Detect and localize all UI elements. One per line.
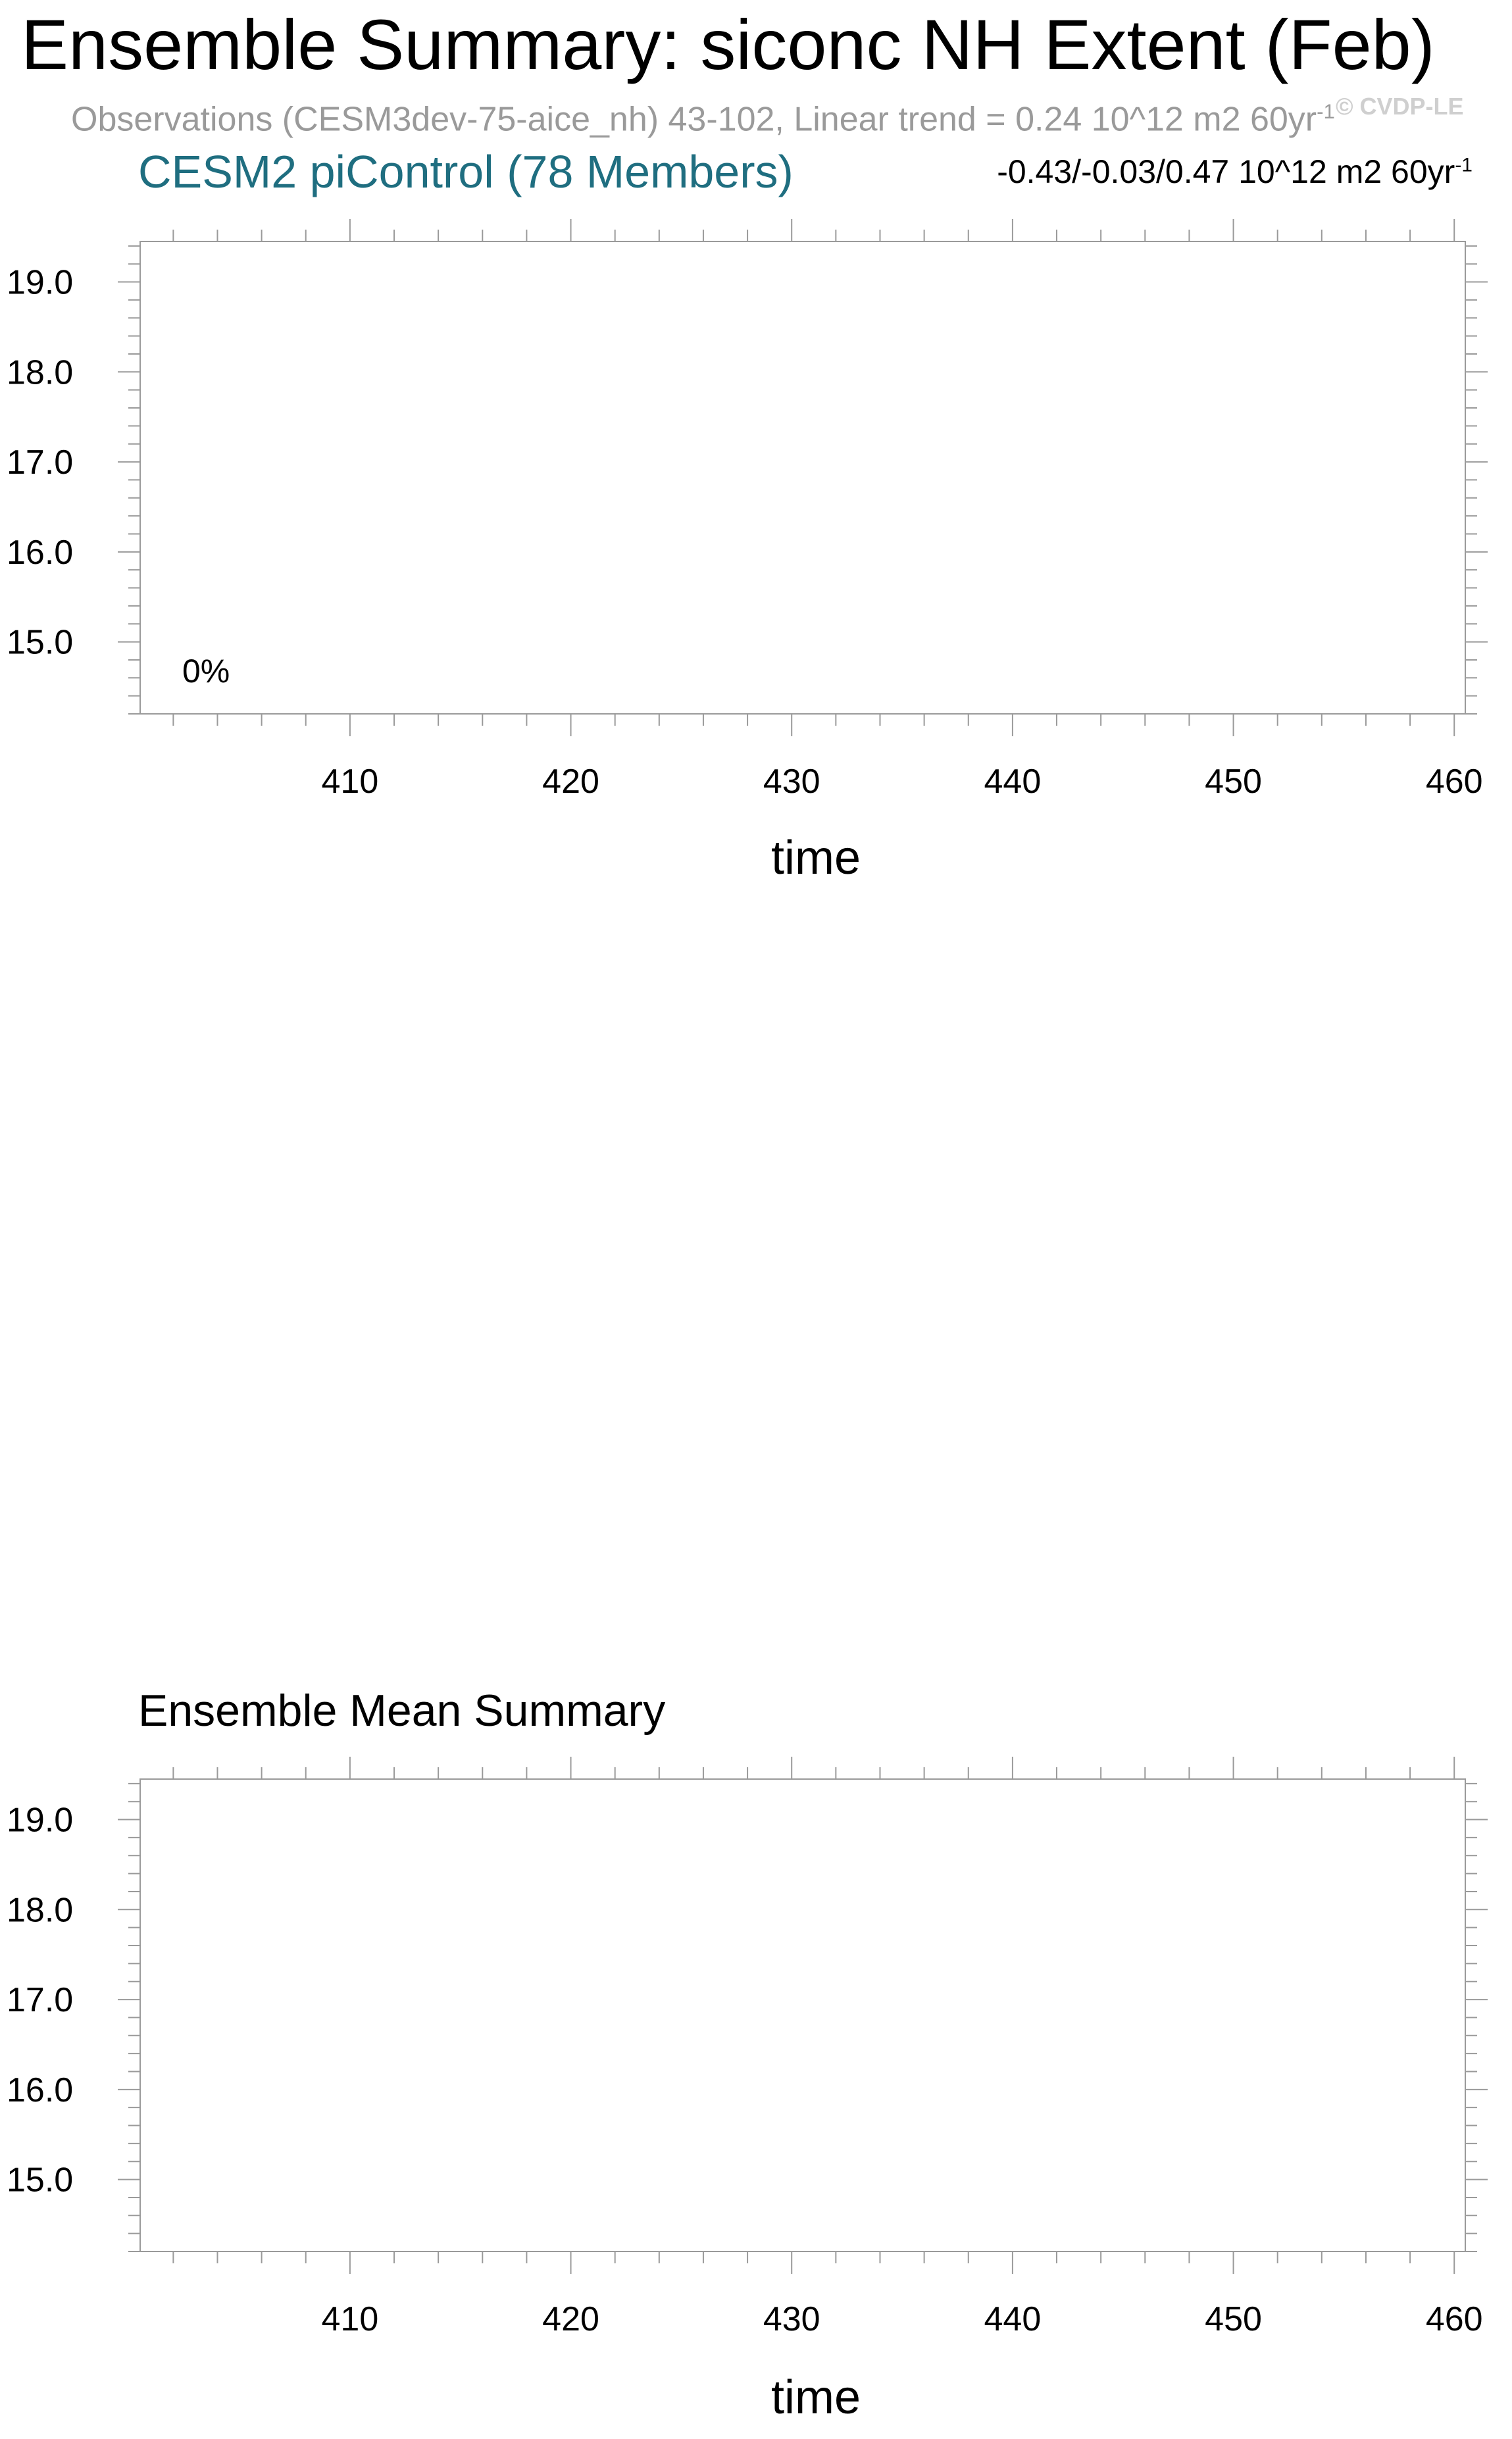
- x-tick-label: 440: [984, 2300, 1042, 2338]
- trend-stats-superscript: -1: [1455, 154, 1473, 176]
- x-axis-label: time: [771, 2371, 861, 2424]
- chart-bottom-group: 410 420 430 440 450 460 15.0 16.0 17.0 18.0 19.0 ti…: [7, 1757, 1488, 2424]
- y-tick-label: 18.0: [7, 353, 73, 391]
- panel-bottom-title: Ensemble Mean Summary: [138, 1686, 666, 1736]
- percent-annotation: 0%: [182, 653, 230, 690]
- x-tick-label: 410: [322, 2300, 379, 2338]
- x-tick-label: 460: [1426, 2300, 1483, 2338]
- y-tick-label: 17.0: [7, 1981, 73, 2019]
- x-axis-label: time: [771, 832, 861, 884]
- y-tick-label: 15.0: [7, 2161, 73, 2200]
- x-tick-label: 430: [763, 763, 820, 801]
- x-tick-label: 420: [542, 763, 599, 801]
- y-tick-label: 16.0: [7, 2071, 73, 2109]
- watermark: © CVDP-LE: [1336, 93, 1464, 120]
- subtitle-superscript: -1: [1317, 100, 1335, 123]
- y-tick-label: 19.0: [7, 264, 73, 302]
- plot-frame: [139, 1778, 1466, 2252]
- chart-top-group: 410 420 430 440 450 460 15.0 16.0 17.0 18.0 19.0 ti…: [7, 219, 1488, 884]
- x-tick-label: 410: [322, 763, 379, 801]
- x-tick-label: 440: [984, 763, 1042, 801]
- y-tick-label: 16.0: [7, 534, 73, 572]
- y-tick-label: 17.0: [7, 443, 73, 482]
- panel-top-title: CESM2 piControl (78 Members): [138, 146, 794, 197]
- panel-top-trend-stats: -0.43/-0.03/0.47 10^12 m2 60yr-1: [997, 155, 1473, 188]
- figure-title: Ensemble Summary: siconc NH Extent (Feb): [21, 5, 1435, 84]
- x-tick-label: 430: [763, 2300, 820, 2338]
- y-tick-label: 15.0: [7, 624, 73, 662]
- x-tick-label: 450: [1205, 763, 1262, 801]
- subtitle-text: Observations (CESM3dev-75-aice_nh) 43-10…: [71, 100, 1317, 139]
- y-tick-label: 19.0: [7, 1801, 73, 1840]
- x-tick-label: 420: [542, 2300, 599, 2338]
- y-tick-label: 18.0: [7, 1891, 73, 1929]
- figure-subtitle: Observations (CESM3dev-75-aice_nh) 43-10…: [71, 101, 1335, 136]
- trend-stats-text: -0.43/-0.03/0.47 10^12 m2 60yr: [997, 153, 1455, 190]
- plot-frame: [139, 241, 1466, 715]
- x-tick-label: 450: [1205, 2300, 1262, 2338]
- x-tick-label: 460: [1426, 763, 1483, 801]
